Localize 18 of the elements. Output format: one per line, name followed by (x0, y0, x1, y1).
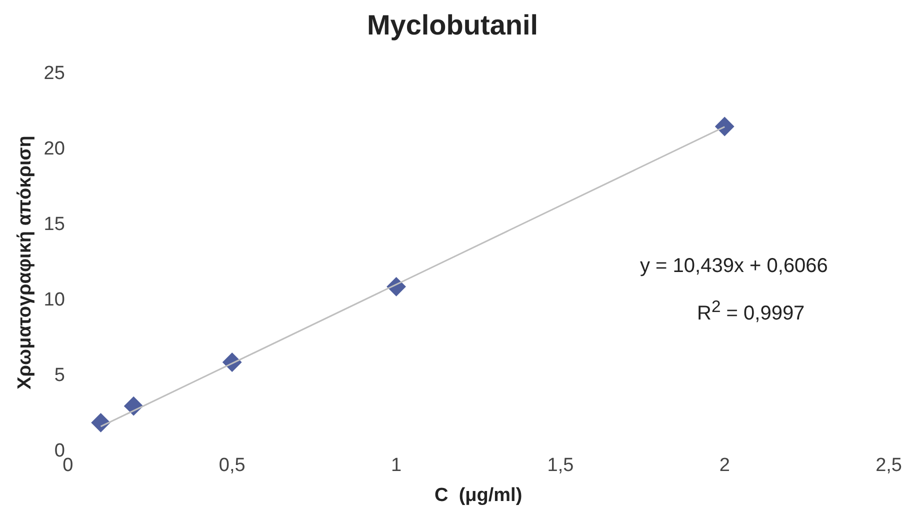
y-tick-label: 20 (44, 138, 65, 160)
x-tick-label: 1 (390, 455, 402, 476)
x-tick-label: 2,5 (876, 455, 902, 476)
y-tick-label: 25 (44, 62, 65, 84)
y-tick-label: 5 (54, 365, 65, 386)
annotation: R$^{2}$ = 0,9997 (697, 297, 805, 326)
x-tick-label: 2 (719, 455, 730, 476)
x-axis-title: C (μg/ml) (434, 484, 522, 506)
y-axis-title: Χρωματογραφική απόκριση (14, 136, 36, 390)
y-tick-label: 10 (44, 290, 65, 311)
annotation: y = 10,439x + 0,6066 (640, 255, 828, 278)
x-tick-label: 1,5 (547, 455, 574, 476)
chart-title: Myclobutanil (366, 10, 538, 41)
point (715, 116, 734, 136)
x-tick-label: 0,5 (218, 455, 246, 476)
y-tick-label: 15 (44, 214, 65, 235)
point (91, 413, 110, 432)
y-tick-label: 0 (54, 440, 65, 462)
